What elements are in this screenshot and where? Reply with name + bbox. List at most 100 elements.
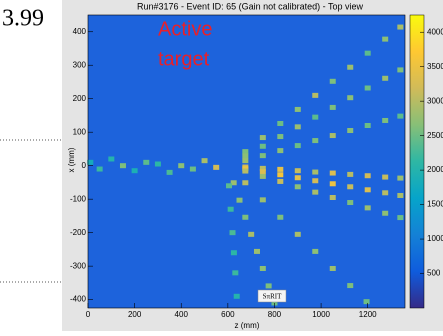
hit-cell: [260, 169, 266, 174]
hit-cell: [277, 215, 283, 220]
x-tick-label: 0: [86, 310, 91, 319]
hit-cell: [312, 178, 318, 183]
hit-cell: [242, 158, 248, 163]
hit-cell: [295, 168, 301, 173]
hit-cell: [330, 181, 336, 186]
x-tick-label: 600: [221, 310, 235, 319]
colorbar-tick-label: 500: [427, 269, 441, 278]
hit-cell: [382, 175, 388, 180]
hit-cell: [108, 156, 114, 161]
hit-cell: [397, 193, 403, 198]
hit-cell: [365, 205, 371, 210]
hit-cell: [266, 283, 272, 288]
colorbar-tick-label: 3500: [427, 62, 443, 71]
hit-cell: [190, 167, 196, 172]
colorbar-tick-label: 4000: [427, 27, 443, 36]
annotation: Active: [158, 18, 212, 40]
x-tick-label: 400: [175, 310, 189, 319]
logo: SπRIT: [263, 293, 282, 301]
hit-cell: [364, 299, 370, 304]
y-tick-label: -300: [70, 261, 87, 270]
hit-cell: [242, 180, 248, 185]
hit-cell: [167, 170, 173, 175]
hit-cell: [228, 207, 234, 212]
hit-cell: [312, 190, 318, 195]
y-tick-label: 200: [73, 94, 87, 103]
hit-cell: [312, 170, 318, 175]
page-number: 3.99: [2, 6, 44, 32]
hit-cell: [277, 167, 283, 172]
hit-cell: [260, 144, 266, 149]
hit-cell: [232, 270, 238, 275]
hit-cell: [382, 37, 388, 42]
colorbar-tick-label: 1000: [427, 234, 443, 243]
colorbar-tick-label: 2000: [427, 165, 443, 174]
hit-cell: [143, 160, 149, 165]
chart: 3.99 Run#3176 - Event ID: 65 (Gain not c…: [0, 0, 443, 331]
hit-cell: [97, 167, 103, 172]
colorbar: [410, 15, 424, 308]
y-tick-label: -200: [70, 228, 87, 237]
hit-cell: [312, 249, 318, 254]
hit-cell: [365, 173, 371, 178]
hit-cell: [120, 163, 126, 168]
hit-cell: [254, 249, 260, 254]
hit-cell: [312, 138, 318, 143]
hit-cell: [230, 230, 236, 235]
x-tick-label: 1200: [359, 310, 377, 319]
hit-cell: [277, 148, 283, 153]
hit-cell: [365, 51, 371, 56]
hit-cell: [347, 283, 353, 288]
x-tick-label: 200: [128, 310, 142, 319]
hit-cell: [312, 115, 318, 120]
y-tick-label: 0: [82, 161, 87, 170]
hit-cell: [277, 172, 283, 177]
x-tick-label: 1000: [312, 310, 330, 319]
y-axis-label: x (mm): [67, 147, 76, 172]
hit-cell: [347, 65, 353, 70]
page: 3.99 Run#3176 - Event ID: 65 (Gain not c…: [0, 0, 443, 331]
x-axis-label: z (mm): [235, 321, 260, 330]
hit-cell: [295, 107, 301, 112]
hit-cell: [347, 184, 353, 189]
hit-cell: [260, 197, 266, 202]
hit-cell: [347, 128, 353, 133]
hit-cell: [155, 162, 161, 167]
hit-cell: [132, 168, 138, 173]
colorbar-tick-label: 2500: [427, 131, 443, 140]
hit-cell: [330, 195, 336, 200]
hit-cell: [397, 114, 403, 119]
hit-cell: [347, 95, 353, 100]
hit-cell: [178, 163, 184, 168]
y-tick-label: 400: [73, 27, 87, 36]
x-tick-label: 800: [268, 310, 282, 319]
hit-cell: [242, 169, 248, 174]
colorbar-tick-label: 3000: [427, 96, 443, 105]
hit-cell: [242, 149, 248, 154]
hit-cell: [295, 232, 301, 237]
chart-title: Run#3176 - Event ID: 65 (Gain not calibr…: [137, 1, 363, 11]
hit-cell: [260, 135, 266, 140]
hit-cell: [260, 153, 266, 158]
hit-cell: [242, 153, 248, 158]
hit-cell: [397, 25, 403, 30]
hit-cell: [382, 118, 388, 123]
hit-cell: [330, 266, 336, 271]
hit-cell: [213, 165, 219, 170]
hit-cell: [260, 174, 266, 179]
annotation: target: [158, 48, 210, 70]
hit-cell: [277, 179, 283, 184]
hit-cell: [330, 171, 336, 176]
hit-cell: [382, 76, 388, 81]
hit-cell: [330, 105, 336, 110]
y-tick-label: -400: [70, 295, 87, 304]
hit-cell: [295, 175, 301, 180]
y-tick-label: 300: [73, 60, 87, 69]
hit-cell: [365, 187, 371, 192]
colorbar-tick-label: 1500: [427, 200, 443, 209]
hit-cell: [277, 134, 283, 139]
hit-cell: [365, 85, 371, 90]
hit-cell: [397, 215, 403, 220]
hit-cell: [347, 172, 353, 177]
hit-cell: [248, 232, 254, 237]
